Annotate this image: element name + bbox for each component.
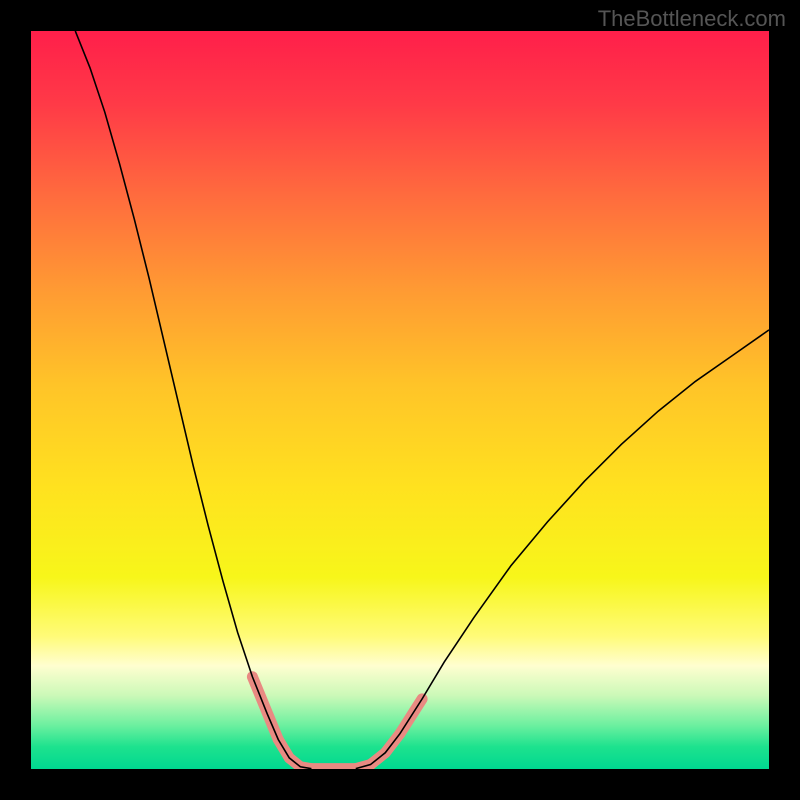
marker-band-group bbox=[252, 677, 422, 769]
chart-svg-layer bbox=[31, 31, 769, 769]
curve-group bbox=[75, 31, 769, 769]
watermark-text: TheBottleneck.com bbox=[598, 6, 786, 32]
bottleneck-curve-left bbox=[75, 31, 311, 769]
chart-plot-area bbox=[31, 31, 769, 769]
